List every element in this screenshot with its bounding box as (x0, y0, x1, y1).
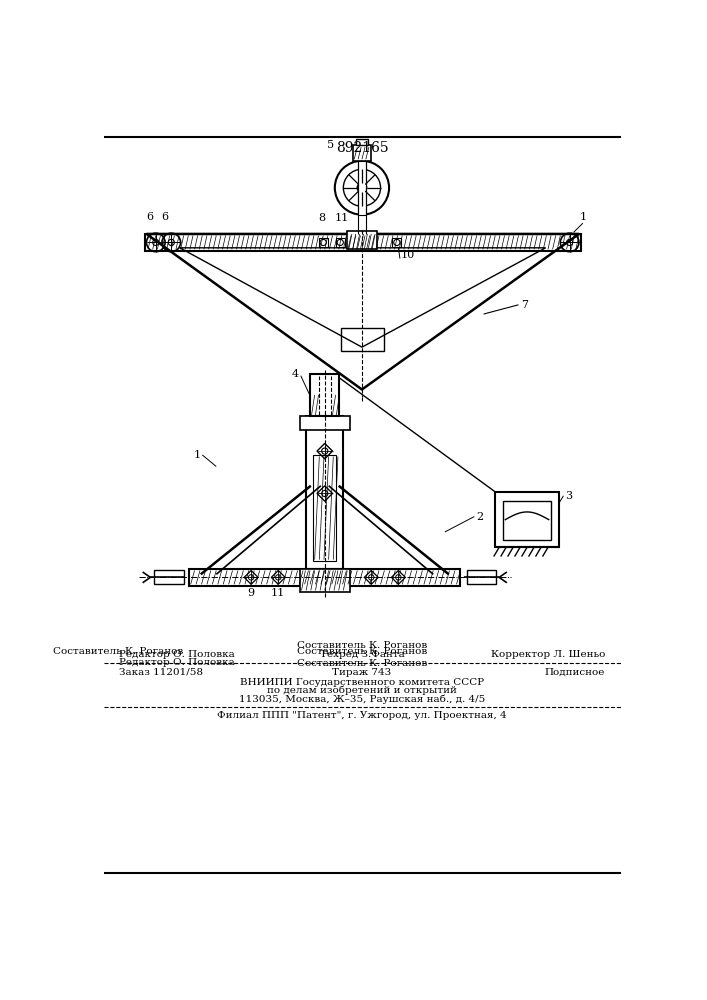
Text: Составитель К. Роганов: Составитель К. Роганов (297, 659, 427, 668)
Bar (319, 238, 328, 247)
Bar (300, 416, 351, 430)
Bar (347, 231, 377, 249)
Bar (358, 161, 366, 215)
Bar (341, 328, 384, 351)
Text: 2: 2 (476, 512, 483, 522)
Bar (154, 570, 184, 584)
Text: 9: 9 (247, 588, 255, 598)
Text: Составитель К. Роганов: Составитель К. Роганов (297, 641, 427, 650)
Text: Заказ 11201/58: Заказ 11201/58 (119, 668, 204, 677)
Text: 7: 7 (521, 300, 528, 310)
Text: 8: 8 (318, 213, 325, 223)
Text: Редактор О. Половка: Редактор О. Половка (119, 650, 235, 659)
Bar (503, 501, 551, 540)
Bar (353, 145, 371, 161)
Text: 6: 6 (146, 212, 153, 222)
Text: Редактор О. Половка: Редактор О. Половка (119, 658, 235, 667)
Text: 11: 11 (334, 213, 349, 223)
Text: Составитель К. Роганов: Составитель К. Роганов (53, 647, 183, 656)
Bar (356, 139, 368, 145)
Text: 3: 3 (565, 491, 572, 501)
Bar (336, 238, 345, 247)
Text: 4: 4 (292, 369, 299, 379)
Bar (300, 569, 351, 592)
Text: 6: 6 (161, 212, 169, 222)
Text: Подписное: Подписное (545, 668, 605, 677)
Text: 113035, Москва, Ж–35, Раушская наб., д. 4/5: 113035, Москва, Ж–35, Раушская наб., д. … (239, 694, 485, 704)
Bar (467, 570, 496, 584)
Text: 1: 1 (580, 212, 587, 222)
Bar (189, 569, 460, 586)
Text: 11: 11 (271, 588, 286, 598)
Bar (306, 416, 344, 569)
Bar (495, 492, 559, 547)
Bar (310, 374, 339, 416)
Text: Филиал ППП "Патент", г. Ужгород, ул. Проектная, 4: Филиал ППП "Патент", г. Ужгород, ул. Про… (217, 711, 507, 720)
Bar (313, 455, 337, 561)
Bar (145, 234, 580, 251)
Text: 10: 10 (401, 250, 415, 260)
Text: 892165: 892165 (336, 141, 388, 155)
Text: ВНИИПИ Государственного комитета СССР: ВНИИПИ Государственного комитета СССР (240, 678, 484, 687)
Text: Тираж 743: Тираж 743 (332, 668, 392, 677)
Text: Корректор Л. Шеньо: Корректор Л. Шеньо (491, 650, 605, 659)
Text: Составитель К. Роганов: Составитель К. Роганов (297, 647, 427, 656)
Bar (392, 238, 402, 247)
Text: по делам изобретений и открытий: по делам изобретений и открытий (267, 686, 457, 695)
Text: 5: 5 (327, 140, 334, 150)
Text: 1: 1 (194, 450, 201, 460)
Text: Техред З.Фанта: Техред З.Фанта (320, 650, 404, 659)
